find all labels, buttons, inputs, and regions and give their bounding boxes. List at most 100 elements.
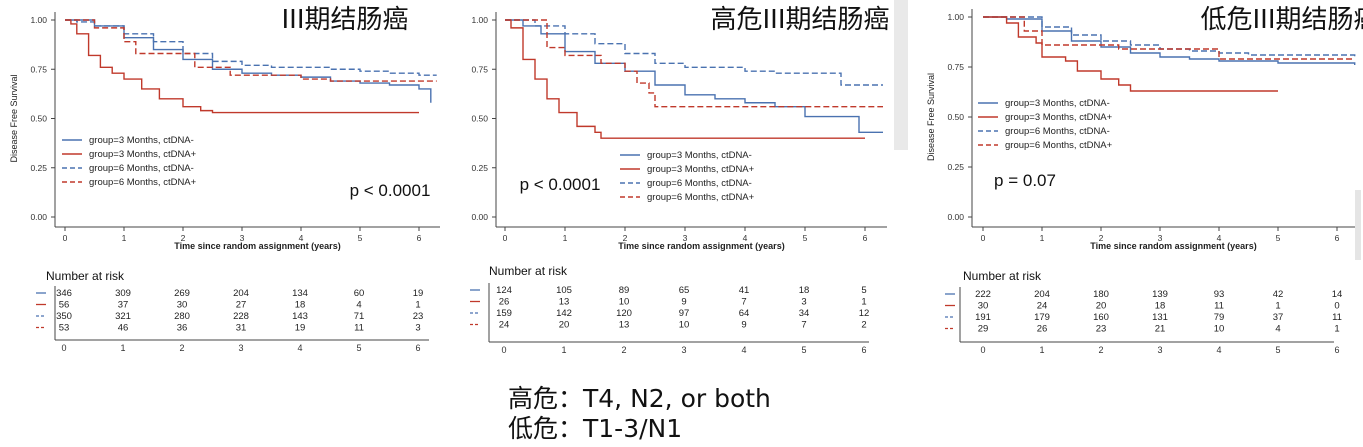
- panel-edge: [1355, 190, 1361, 260]
- risk-time-label: 6: [861, 345, 866, 355]
- risk-time-label: 2: [621, 345, 626, 355]
- km-curve-2: [983, 16, 1278, 92]
- risk-count: 26: [1037, 324, 1048, 335]
- risk-count: 24: [499, 320, 510, 331]
- y-axis-label: Disease Free Survival: [926, 73, 936, 161]
- risk-count: 27: [236, 300, 247, 311]
- risk-count: 350: [56, 311, 72, 322]
- x-tick-label: 4: [299, 233, 304, 243]
- risk-count: 20: [559, 320, 570, 331]
- risk-count: 131: [1152, 312, 1168, 323]
- risk-count: 37: [1273, 312, 1284, 323]
- risk-time-label: 5: [356, 343, 361, 353]
- risk-count: 9: [681, 297, 686, 308]
- risk-time-label: 4: [1216, 345, 1221, 355]
- km-curve-4: [505, 19, 883, 108]
- risk-count: 53: [59, 323, 70, 334]
- risk-table-title: Number at risk: [489, 264, 568, 278]
- risk-time-label: 0: [61, 343, 66, 353]
- risk-count: 321: [115, 311, 131, 322]
- y-tick-label: 0.00: [947, 212, 964, 222]
- risk-count: 19: [295, 323, 306, 334]
- risk-time-label: 1: [1039, 345, 1044, 355]
- risk-time-label: 1: [561, 345, 566, 355]
- x-tick-label: 0: [503, 233, 508, 243]
- risk-time-label: 0: [501, 345, 506, 355]
- x-tick-label: 5: [803, 233, 808, 243]
- risk-count: 64: [739, 308, 750, 319]
- legend-label: group=6 Months, ctDNA-: [647, 178, 752, 189]
- risk-time-label: 2: [1098, 345, 1103, 355]
- risk-count: 2: [861, 320, 866, 331]
- legend-label: group=3 Months, ctDNA+: [89, 149, 197, 160]
- y-tick-label: 0.75: [947, 62, 964, 72]
- legend-label: group=3 Months, ctDNA-: [1005, 98, 1110, 109]
- risk-count: 228: [233, 311, 249, 322]
- risk-count: 179: [1034, 312, 1050, 323]
- y-tick-label: 0.75: [471, 64, 488, 74]
- risk-time-label: 6: [1334, 345, 1339, 355]
- risk-count: 30: [978, 301, 989, 312]
- km-curve-3: [505, 19, 883, 86]
- y-tick-label: 0.50: [947, 112, 964, 122]
- risk-count: 93: [1214, 289, 1225, 300]
- risk-count: 24: [1037, 301, 1048, 312]
- y-tick-label: 0.25: [471, 163, 488, 173]
- risk-count: 19: [413, 288, 424, 299]
- chart-title: 低危III期结肠癌: [1200, 5, 1363, 35]
- legend-label: group=3 Months, ctDNA+: [1005, 112, 1113, 123]
- x-tick-label: 1: [563, 233, 568, 243]
- risk-count: 26: [499, 297, 510, 308]
- legend-label: group=6 Months, ctDNA-: [1005, 126, 1110, 137]
- x-axis-label: Time since random assignment (years): [1090, 241, 1256, 251]
- x-tick-label: 2: [181, 233, 186, 243]
- risk-time-label: 2: [179, 343, 184, 353]
- risk-count: 41: [739, 285, 750, 296]
- risk-count: 1: [415, 300, 420, 311]
- risk-count: 10: [679, 320, 690, 331]
- x-tick-label: 1: [1040, 233, 1045, 243]
- risk-count: 11: [1214, 301, 1224, 312]
- km-curve-3: [983, 16, 1356, 57]
- y-tick-label: 0.25: [947, 162, 964, 172]
- risk-count: 4: [1275, 324, 1280, 335]
- risk-count: 204: [233, 288, 249, 299]
- risk-count: 309: [115, 288, 131, 299]
- panel-separator: [894, 0, 908, 150]
- risk-count: 37: [118, 300, 129, 311]
- risk-count: 23: [413, 311, 424, 322]
- risk-time-label: 5: [801, 345, 806, 355]
- risk-count: 139: [1152, 289, 1168, 300]
- risk-count: 36: [177, 323, 188, 334]
- p-value: p < 0.0001: [350, 181, 431, 200]
- low-risk-definition: 低危：T1-3/N1: [508, 414, 683, 443]
- km-curve-3: [65, 19, 437, 76]
- risk-count: 60: [354, 288, 365, 299]
- risk-definition-footnote: 高危：T4, N2, or both 低危：T1-3/N1: [508, 384, 771, 444]
- legend-label: group=3 Months, ctDNA-: [647, 150, 752, 161]
- risk-count: 23: [1096, 324, 1107, 335]
- y-tick-label: 1.00: [471, 15, 488, 25]
- y-tick-label: 0.75: [30, 64, 47, 74]
- risk-count: 10: [1214, 324, 1225, 335]
- risk-count: 0: [1334, 301, 1339, 312]
- x-tick-label: 6: [863, 233, 868, 243]
- risk-count: 79: [1214, 312, 1225, 323]
- x-tick-label: 3: [240, 233, 245, 243]
- risk-table-title: Number at risk: [46, 269, 125, 283]
- risk-count: 1: [1275, 301, 1280, 312]
- risk-count: 1: [1334, 324, 1339, 335]
- risk-count: 34: [799, 308, 810, 319]
- risk-count: 13: [559, 297, 570, 308]
- risk-time-label: 4: [297, 343, 302, 353]
- risk-table-title: Number at risk: [963, 269, 1042, 283]
- x-tick-label: 3: [1158, 233, 1163, 243]
- risk-count: 5: [861, 285, 866, 296]
- risk-count: 18: [295, 300, 306, 311]
- x-tick-label: 4: [1217, 233, 1222, 243]
- risk-count: 97: [679, 308, 690, 319]
- x-tick-label: 1: [122, 233, 127, 243]
